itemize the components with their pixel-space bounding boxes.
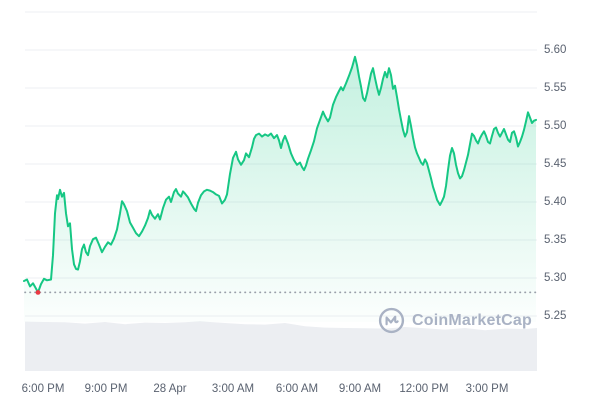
y-tick-label: 5.35 — [544, 234, 567, 246]
volume-bars — [25, 321, 537, 371]
area-fill — [24, 56, 536, 323]
y-tick-label: 5.50 — [544, 120, 567, 132]
x-tick-label: 6:00 AM — [275, 383, 319, 395]
y-tick-label: 5.60 — [544, 44, 567, 56]
price-line — [23, 55, 537, 294]
y-axis-labels: 5.60 5.55 5.50 5.45 5.40 5.35 5.30 5.25 — [544, 0, 600, 360]
x-axis-labels: 6:00 PM 9:00 PM 28 Apr 3:00 AM 6:00 AM 9:00 A… — [0, 383, 600, 399]
x-tick-label: 6:00 PM — [21, 383, 65, 395]
low-point-marker — [35, 290, 41, 295]
volume-area — [25, 321, 537, 371]
y-tick-label: 5.45 — [544, 158, 567, 170]
low-price-dot — [35, 290, 41, 295]
x-tick-label: 3:00 PM — [465, 383, 509, 395]
x-tick-label: 9:00 PM — [84, 383, 128, 395]
y-tick-label: 5.40 — [544, 196, 567, 208]
x-tick-label: 28 Apr — [153, 383, 187, 395]
x-tick-label: 12:00 PM — [399, 383, 449, 395]
y-tick-label: 5.25 — [544, 310, 567, 322]
price-area-fill — [24, 56, 536, 323]
y-tick-label: 5.30 — [544, 272, 567, 284]
x-tick-label: 3:00 AM — [211, 383, 255, 395]
y-tick-label: 5.55 — [544, 82, 567, 94]
x-tick-label: 9:00 AM — [338, 383, 382, 395]
price-line-path — [23, 55, 537, 294]
